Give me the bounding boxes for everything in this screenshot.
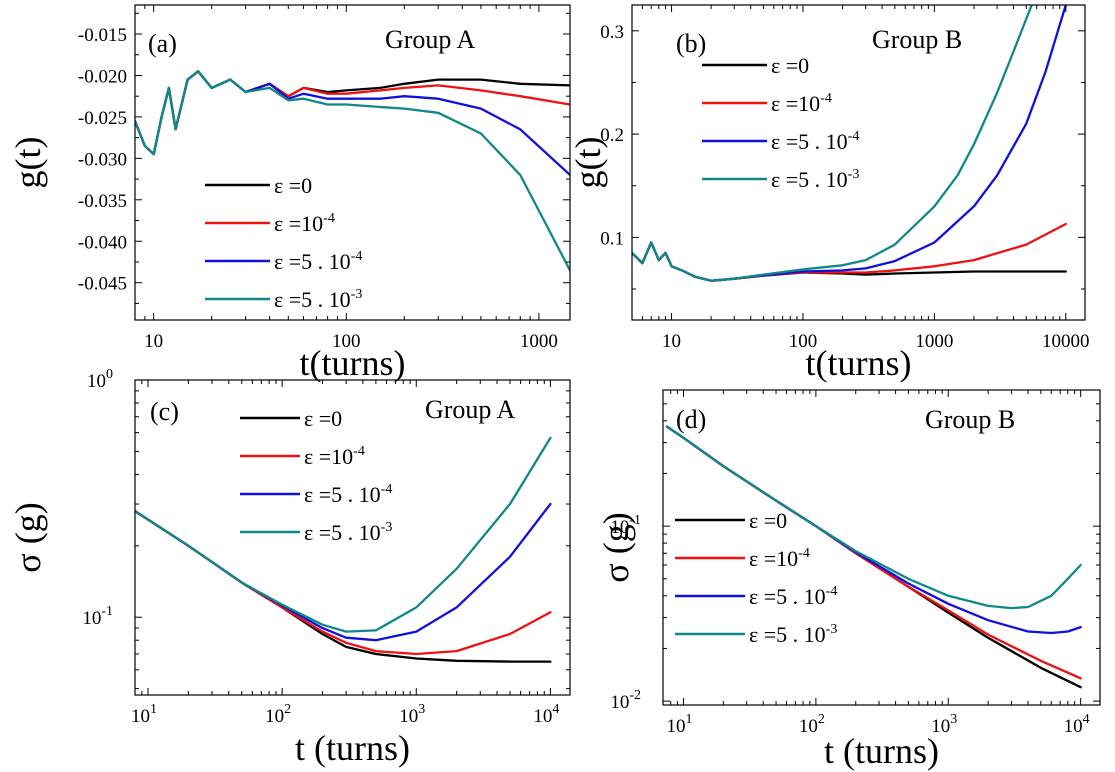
series-eps5e-3 [665, 425, 1082, 610]
y-tick-label: 0.1 [600, 228, 624, 249]
x-tick-label: 104 [533, 702, 559, 727]
panel-label: (a) [148, 29, 177, 58]
legend-label-eps0: ε =0 [749, 508, 787, 533]
x-tick-label: 102 [265, 702, 291, 727]
y-tick-label: 10-1 [82, 604, 113, 629]
legend-label-eps1e-4: ε =10-4 [304, 444, 365, 469]
panel-c: 101 102 103 104 10-1 100 t (turns) σ (g) (c) Grou… [8, 367, 571, 768]
x-tick-label: 1000 [915, 331, 953, 352]
panel-a: 10 100 1000 -0.015 -0.020 -0.025 -0.030 -0.035 -… [8, 4, 571, 383]
x-tick-label: 10 [144, 331, 163, 352]
y-tick-label: 10-1 [610, 513, 641, 538]
y-tick-label: -0.020 [78, 66, 127, 87]
group-label: Group B [872, 25, 962, 54]
legend-label-eps0: ε =0 [771, 53, 809, 78]
x-tick-label: 103 [931, 712, 957, 737]
x-tick-label: 1000 [520, 331, 558, 352]
x-tick-label: 101 [667, 712, 693, 737]
series-eps1e-4 [135, 70, 570, 156]
plot-frame [134, 4, 571, 321]
x-tick-label: 103 [399, 702, 425, 727]
y-tick-label: -0.015 [78, 25, 127, 46]
series-eps5e-3 [135, 436, 552, 633]
legend: ε =0 ε =10-4 ε =5 . 10-4 ε =5 . 10-3 [675, 508, 837, 647]
series-eps1e-4 [665, 425, 1082, 680]
panel-b: 10 100 1000 10000 0.1 0.2 0.3 t(turns) g(t) (b) Gr… [568, 4, 1090, 383]
legend: ε =0 ε =10-4 ε =5 . 10-4 ε =5 . 10-3 [240, 406, 392, 545]
x-tick-label: 10 [662, 331, 681, 352]
x-tick-label: 100 [789, 331, 818, 352]
plot-frame [662, 389, 1101, 706]
legend: ε =0 ε =10-4 ε =5 . 10-4 ε =5 . 10-3 [702, 53, 859, 192]
legend-label-eps5e-4: ε =5 . 10-4 [304, 482, 392, 507]
x-tick-label: 101 [131, 702, 157, 727]
x-axis-label: t (turns) [824, 731, 939, 771]
plot-frame [134, 379, 571, 696]
legend-label-eps0: ε =0 [304, 406, 342, 431]
series-eps5e-4 [665, 425, 1082, 635]
y-tick-label: 0.3 [600, 22, 624, 43]
y-axis-label: σ (g) [596, 512, 636, 582]
legend-label-eps5e-3: ε =5 . 10-3 [771, 167, 859, 192]
panel-label: (d) [676, 405, 706, 434]
y-tick-label: -0.030 [78, 149, 127, 170]
x-axis-label: t (turns) [295, 728, 410, 768]
legend-label-eps0: ε =0 [274, 173, 312, 198]
y-tick-label: -0.045 [78, 274, 127, 295]
series-eps0 [632, 241, 1067, 282]
series-eps5e-3 [135, 70, 570, 272]
plot-frame [631, 4, 1086, 321]
panel-label: (b) [676, 29, 706, 58]
y-tick-label: -0.025 [78, 108, 127, 129]
y-tick-label: 10-2 [610, 688, 641, 713]
legend-label-eps5e-4: ε =5 . 10-4 [274, 249, 362, 274]
group-label: Group A [425, 395, 516, 424]
group-label: Group A [385, 25, 476, 54]
group-label: Group B [925, 405, 1015, 434]
x-tick-label: 102 [799, 712, 825, 737]
legend-label-eps1e-4: ε =10-4 [749, 546, 810, 571]
x-tick-label: 104 [1064, 712, 1090, 737]
y-tick-label: -0.040 [78, 232, 127, 253]
y-axis-label: σ (g) [8, 502, 48, 572]
legend: ε =0 ε =10-4 ε =5 . 10-4 ε =5 . 10-3 [205, 173, 362, 312]
x-axis-label: t(turns) [806, 343, 912, 383]
legend-label-eps5e-3: ε =5 . 10-3 [274, 287, 362, 312]
y-axis-label: g(t) [568, 137, 608, 189]
x-tick-label: 100 [332, 331, 361, 352]
legend-label-eps5e-4: ε =5 . 10-4 [771, 129, 859, 154]
legend-label-eps1e-4: ε =10-4 [274, 211, 335, 236]
x-tick-label: 10000 [1042, 331, 1090, 352]
y-tick-label: 0.2 [600, 125, 624, 146]
legend-label-eps5e-3: ε =5 . 10-3 [749, 622, 837, 647]
y-tick-label: 100 [87, 367, 113, 392]
series-eps0 [135, 70, 570, 156]
legend-label-eps5e-4: ε =5 . 10-4 [749, 584, 837, 609]
legend-label-eps5e-3: ε =5 . 10-3 [304, 520, 392, 545]
y-axis-label: g(t) [8, 137, 48, 189]
legend-label-eps1e-4: ε =10-4 [771, 91, 832, 116]
panel-d: 101 102 103 104 10-2 10-1 t (turns) σ (g) (d) Gro… [596, 389, 1101, 771]
x-axis-label: t(turns) [300, 343, 406, 383]
y-tick-label: -0.035 [78, 191, 127, 212]
series-eps5e-3 [632, 5, 1033, 282]
panel-label: (c) [150, 397, 179, 426]
